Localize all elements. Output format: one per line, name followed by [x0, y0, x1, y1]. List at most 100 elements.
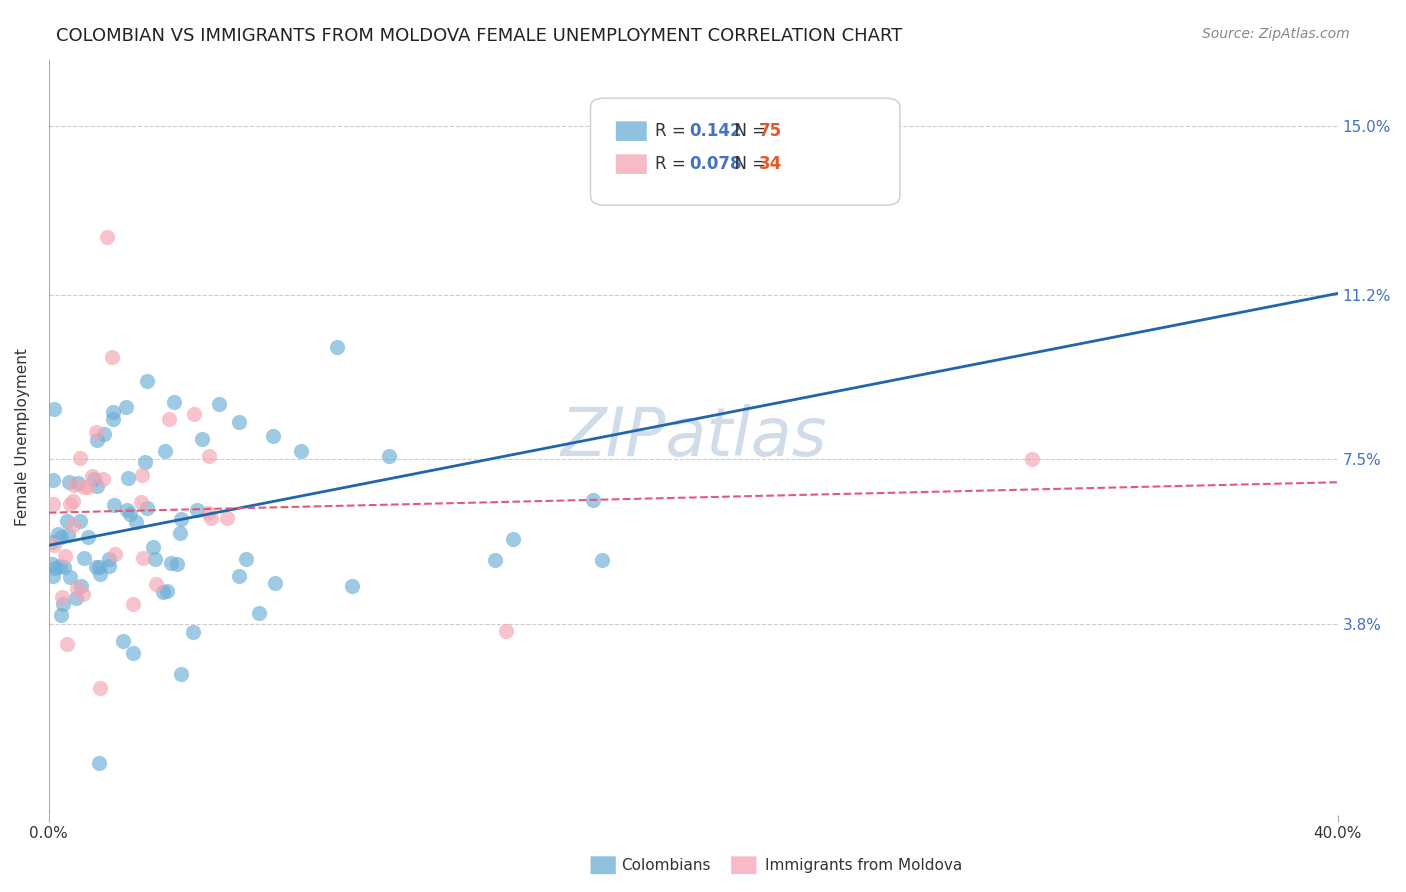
- Point: [101, 405, 124, 419]
- Point: [84, 560, 107, 574]
- Text: Colombians: Colombians: [621, 858, 711, 872]
- Point: [86, 433, 108, 447]
- Point: [84, 425, 107, 439]
- Point: [77, 530, 100, 544]
- Point: [103, 547, 125, 561]
- Point: [156, 584, 179, 599]
- Point: [46, 527, 69, 541]
- Point: [42, 497, 65, 511]
- Point: [93, 472, 115, 486]
- Point: [263, 576, 285, 591]
- Point: [42, 402, 65, 417]
- Point: [129, 494, 152, 508]
- Point: [69, 514, 91, 528]
- Point: [72, 587, 94, 601]
- Point: [96, 230, 118, 244]
- Point: [582, 492, 605, 507]
- Point: [77, 479, 100, 493]
- Point: [160, 557, 183, 571]
- Point: [197, 506, 219, 520]
- Point: [134, 455, 156, 469]
- Point: [114, 400, 136, 414]
- Point: [66, 476, 89, 491]
- Point: [87, 560, 110, 574]
- Point: [59, 570, 82, 584]
- Point: [495, 624, 517, 638]
- Point: [200, 511, 222, 525]
- Point: [228, 415, 250, 429]
- Point: [103, 498, 125, 512]
- Point: [42, 473, 65, 487]
- Point: [290, 444, 312, 458]
- Point: [377, 450, 399, 464]
- Point: [62, 518, 84, 533]
- Point: [42, 538, 65, 552]
- Point: [153, 444, 176, 458]
- Point: [132, 551, 155, 566]
- Text: COLOMBIAN VS IMMIGRANTS FROM MOLDOVA FEMALE UNEMPLOYMENT CORRELATION CHART: COLOMBIAN VS IMMIGRANTS FROM MOLDOVA FEM…: [56, 27, 903, 45]
- Text: Immigrants from Moldova: Immigrants from Moldova: [765, 858, 962, 872]
- Point: [122, 646, 145, 660]
- Point: [157, 412, 180, 426]
- Point: [44, 561, 66, 575]
- Point: [591, 552, 613, 566]
- Point: [186, 503, 208, 517]
- Point: [112, 633, 135, 648]
- Point: [131, 467, 153, 482]
- Point: [70, 579, 93, 593]
- Point: [41, 557, 63, 571]
- Point: [56, 514, 79, 528]
- Point: [115, 503, 138, 517]
- Point: [53, 549, 76, 563]
- Point: [100, 350, 122, 364]
- Point: [59, 497, 82, 511]
- Point: [73, 550, 96, 565]
- Point: [215, 511, 238, 525]
- Point: [58, 475, 80, 489]
- Point: [41, 534, 63, 549]
- Point: [1021, 452, 1043, 467]
- Text: 0.142: 0.142: [689, 122, 741, 140]
- Point: [65, 591, 87, 605]
- Text: 0.078: 0.078: [689, 155, 741, 173]
- Point: [120, 507, 142, 521]
- Point: [143, 552, 166, 566]
- Point: [63, 478, 86, 492]
- Point: [484, 553, 506, 567]
- Point: [208, 397, 231, 411]
- Text: 75: 75: [759, 122, 782, 140]
- Point: [69, 451, 91, 466]
- Point: [73, 479, 96, 493]
- Point: [145, 576, 167, 591]
- Point: [170, 666, 193, 681]
- Text: N =: N =: [724, 155, 772, 173]
- Point: [228, 569, 250, 583]
- Point: [198, 449, 221, 463]
- Text: R =: R =: [655, 122, 692, 140]
- Point: [191, 432, 214, 446]
- Text: Source: ZipAtlas.com: Source: ZipAtlas.com: [1202, 27, 1350, 41]
- Y-axis label: Female Unemployment: Female Unemployment: [15, 348, 30, 526]
- Point: [166, 557, 188, 571]
- Point: [152, 585, 174, 599]
- Point: [55, 638, 77, 652]
- Point: [98, 558, 121, 573]
- Point: [170, 511, 193, 525]
- Point: [49, 607, 72, 622]
- Point: [93, 426, 115, 441]
- Point: [56, 527, 79, 541]
- Point: [103, 411, 125, 425]
- Text: 34: 34: [759, 155, 783, 173]
- Point: [52, 560, 75, 574]
- Point: [142, 541, 165, 555]
- Point: [83, 472, 105, 486]
- Point: [49, 530, 72, 544]
- Point: [51, 590, 73, 604]
- Point: [340, 579, 363, 593]
- Point: [235, 551, 257, 566]
- Point: [122, 597, 145, 611]
- Point: [183, 407, 205, 421]
- Point: [181, 624, 204, 639]
- Point: [762, 154, 785, 169]
- Text: N =: N =: [724, 122, 772, 140]
